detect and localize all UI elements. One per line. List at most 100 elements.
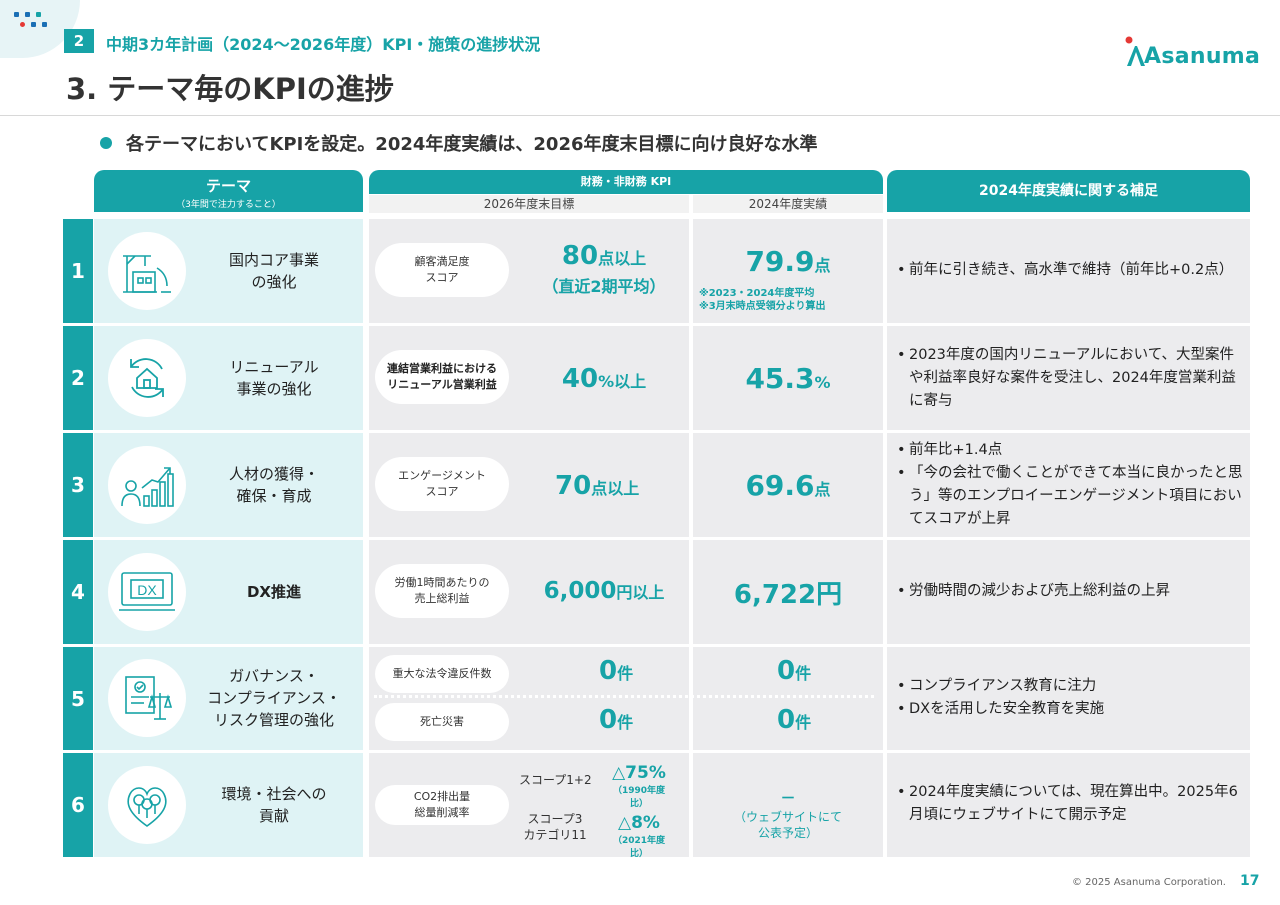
target-number: 70 — [555, 471, 592, 501]
theme-name: ガバナンス・ コンプライアンス・ リスク管理の強化 — [194, 663, 354, 733]
note-cell: 2023年度の国内リニューアルにおいて、大型案件や利益率良好な案件を受注し、20… — [887, 326, 1250, 430]
note-cell: コンプライアンス教育に注力 DXを活用した安全教育を実施 — [887, 647, 1250, 750]
theme-cell: ガバナンス・ コンプライアンス・ リスク管理の強化 — [94, 647, 363, 750]
target-value: 80点以上 （直近2期平均） — [519, 241, 689, 297]
kpi-label: CO2排出量 総量削減率 — [375, 785, 509, 825]
actual-number: 0 — [777, 656, 796, 686]
section-number-badge: 2 — [64, 29, 94, 53]
actual-footnote: ※2023・2024年度平均 ※3月末時点受領分より算出 — [699, 288, 826, 312]
row-number: 2 — [63, 326, 93, 430]
dx-monitor-icon: DX — [108, 553, 186, 631]
actual-value: 0件 — [693, 656, 883, 686]
theme-cell: 環境・社会への 貢献 — [94, 753, 363, 857]
page-number: 17 — [1240, 873, 1260, 889]
note-cell: 前年に引き続き、高水準で維持（前年比+0.2点） — [887, 219, 1250, 323]
theme-cell: リニューアル 事業の強化 — [94, 326, 363, 430]
note-column-header: 2024年度実績に関する補足 — [887, 170, 1250, 212]
lead-statement: 各テーマにおいてKPIを設定。2024年度実績は、2026年度末目標に向け良好な… — [126, 134, 818, 155]
theme-header-label: テーマ — [205, 177, 251, 195]
note-item: 2023年度の国内リニューアルにおいて、大型案件や利益率良好な案件を受注し、20… — [893, 344, 1246, 413]
theme-name: リニューアル 事業の強化 — [194, 354, 354, 402]
theme-cell: DX DX推進 — [94, 540, 363, 644]
note-item: DXを活用した安全教育を実施 — [893, 698, 1246, 721]
target-number: 6,000 — [543, 578, 617, 604]
growth-person-icon — [108, 446, 186, 524]
kpi-column-header: 財務・非財務 KPI — [369, 170, 883, 194]
kpi-label: 労働1時間あたりの 売上総利益 — [375, 564, 509, 618]
actual-value: 0件 — [693, 705, 883, 735]
target-unit: %以上 — [598, 372, 647, 391]
actual-number: 69.6 — [745, 469, 815, 502]
kpi-label: 重大な法令違反件数 — [375, 655, 509, 693]
scope-label: スコープ1+2 — [519, 773, 592, 787]
target-value: 40%以上 — [519, 364, 689, 394]
actual-cell: 79.9点 ※2023・2024年度平均 ※3月末時点受領分より算出 — [693, 219, 883, 323]
row-number: 5 — [63, 647, 93, 750]
target-number: 80 — [561, 241, 599, 271]
actual-unit: 円 — [816, 580, 843, 610]
target-cell: CO2排出量 総量削減率 スコープ1+2 △75% （1990年度比） スコープ… — [369, 753, 689, 859]
actual-value: 45.3% — [693, 362, 883, 395]
theme-name: DX推進 — [194, 568, 354, 616]
actual-number: 6,722 — [733, 580, 817, 610]
logo-text: Asanuma — [1144, 44, 1261, 69]
theme-cell: 人材の獲得・ 確保・育成 — [94, 433, 363, 537]
theme-name-text: 環境・社会への 貢献 — [221, 785, 327, 825]
actual-value: 6,722円 — [693, 574, 883, 611]
actual-unit: 点 — [814, 480, 831, 499]
target-value: 0件 — [519, 705, 689, 735]
dots-decoration — [6, 8, 56, 32]
compliance-scale-icon — [108, 659, 186, 737]
theme-name-text: 人材の獲得・ 確保・育成 — [228, 465, 319, 505]
actual-unit: 件 — [795, 713, 812, 732]
scope-label: スコープ3 カテゴリ11 — [523, 812, 587, 842]
theme-name: 環境・社会への 貢献 — [194, 781, 354, 829]
row-number: 1 — [63, 219, 93, 323]
actual-unit: 件 — [795, 664, 812, 683]
theme-name-text: DX推進 — [246, 583, 302, 601]
note-item: 前年比+1.4点 — [893, 439, 1246, 462]
target-unit: 件 — [617, 713, 634, 732]
note-item: 2024年度実績については、現在算出中。2025年6月頃にウェブサイトにて開示予… — [893, 781, 1246, 827]
target-unit: 件 — [617, 664, 634, 683]
target-cell: 労働1時間あたりの 売上総利益 6,000円以上 — [369, 540, 689, 644]
target-value: 0件 — [519, 656, 689, 686]
page-title: 3. テーマ毎のKPIの進捗 — [66, 72, 394, 106]
theme-header-sublabel: （3年間で注力すること） — [176, 200, 281, 210]
actual-cell: 0件 0件 — [693, 647, 883, 750]
section-title: 中期3カ年計画（2024～2026年度）KPI・施策の進捗状況 — [106, 35, 541, 54]
actual-footnote: （ウェブサイトにて 公表予定） — [733, 810, 842, 840]
actual-cell: 6,722円 — [693, 540, 883, 644]
note-item: 前年に引き続き、高水準で維持（前年比+0.2点） — [893, 259, 1246, 282]
scope-base: （2021年度比） — [612, 836, 666, 859]
theme-name-text: ガバナンス・ コンプライアンス・ リスク管理の強化 — [207, 667, 341, 729]
target-unit: 点以上 — [598, 249, 647, 268]
target-unit: 点以上 — [591, 479, 640, 498]
header-divider — [0, 115, 1280, 116]
note-cell: 2024年度実績については、現在算出中。2025年6月頃にウェブサイトにて開示予… — [887, 753, 1250, 857]
target-unit: 円以上 — [616, 583, 665, 602]
actual-number: 79.9 — [745, 245, 815, 278]
target-cell: 顧客満足度 スコア 80点以上 （直近2期平均） — [369, 219, 689, 323]
actual-value: 69.6点 — [693, 469, 883, 502]
theme-name-text: 国内コア事業 の強化 — [228, 251, 319, 291]
target-cell: 重大な法令違反件数 0件 死亡災害 0件 — [369, 647, 689, 750]
target-cell: エンゲージメント スコア 70点以上 — [369, 433, 689, 537]
company-logo: Asanuma — [1124, 36, 1260, 70]
actual-column-header: 2024年度実績 — [693, 195, 883, 213]
target-number: 0 — [599, 656, 618, 686]
actual-value: 79.9点 — [693, 245, 883, 278]
kpi-label: 死亡災害 — [375, 703, 509, 741]
scope-value: △8% （2021年度比） — [609, 813, 669, 859]
scope-number: △8% — [618, 813, 660, 833]
environment-trees-icon — [108, 766, 186, 844]
kpi-label: 連結営業利益における リニューアル営業利益 — [375, 350, 509, 404]
theme-cell: 国内コア事業 の強化 — [94, 219, 363, 323]
actual-number: － — [780, 789, 796, 807]
kpi-label: 顧客満足度 スコア — [375, 243, 509, 297]
theme-name: 人材の獲得・ 確保・育成 — [194, 461, 354, 509]
logo-mark-icon — [1125, 36, 1145, 66]
actual-number: 0 — [777, 705, 796, 735]
note-cell: 労働時間の減少および売上総利益の上昇 — [887, 540, 1250, 644]
scope-base: （1990年度比） — [612, 786, 666, 809]
